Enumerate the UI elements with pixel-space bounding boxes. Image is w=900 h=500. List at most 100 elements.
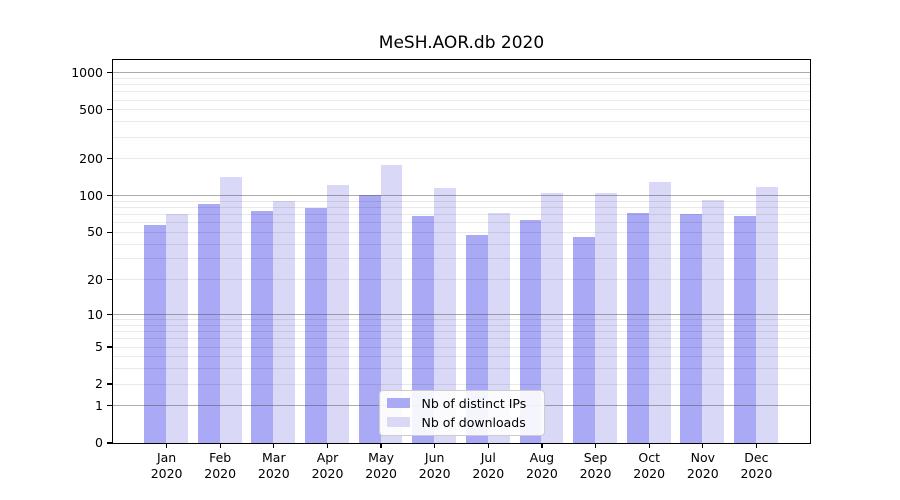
y-tick-mark-0 xyxy=(106,442,112,444)
gridline-minor-700 xyxy=(112,91,810,93)
legend-swatch-downloads xyxy=(386,416,410,428)
x-tick-month: May xyxy=(368,450,395,465)
bar-downloads-sep xyxy=(595,193,617,443)
x-tick-year: 2020 xyxy=(686,465,719,481)
gridline-minor-500 xyxy=(112,109,810,111)
gridline-minor-5 xyxy=(112,346,810,348)
y-tick-label-100: 100 xyxy=(79,187,103,203)
x-tick-year: 2020 xyxy=(365,465,397,481)
x-tick-month: Dec xyxy=(744,450,769,465)
y-tick-label-500: 500 xyxy=(79,101,103,117)
x-tick-label-jan: Jan 2020 xyxy=(135,450,199,481)
x-tick-year: 2020 xyxy=(579,465,612,481)
x-tick-label-nov: Nov 2020 xyxy=(671,450,735,481)
bar-distinct-ips-sep xyxy=(573,237,595,443)
x-tick-mark-aug xyxy=(541,443,543,448)
bar-downloads-jan xyxy=(166,214,188,443)
gridline-minor-60 xyxy=(112,222,810,224)
x-tick-month: Feb xyxy=(209,450,232,465)
gridline-minor-8 xyxy=(112,324,810,326)
x-tick-mark-jul xyxy=(487,443,489,448)
x-tick-label-jun: Jun 2020 xyxy=(403,450,467,481)
bar-distinct-ips-apr xyxy=(305,208,327,443)
bar-downloads-apr xyxy=(327,185,349,443)
gridline-minor-80 xyxy=(112,207,810,208)
x-tick-mark-oct xyxy=(648,443,650,448)
y-tick-mark-5 xyxy=(106,346,112,348)
gridline-minor-900 xyxy=(112,77,810,79)
gridline-minor-800 xyxy=(112,84,810,86)
bar-distinct-ips-jan xyxy=(144,224,167,443)
y-tick-mark-500 xyxy=(106,109,112,111)
x-tick-year: 2020 xyxy=(633,465,666,481)
bar-downloads-may xyxy=(380,164,403,443)
legend: Nb of distinct IPs Nb of downloads xyxy=(378,389,545,436)
x-tick-label-aug: Aug 2020 xyxy=(510,450,574,481)
bar-downloads-mar xyxy=(273,200,296,443)
y-tick-label-20: 20 xyxy=(87,271,103,287)
x-tick-month: Apr xyxy=(316,450,339,465)
y-tick-mark-1 xyxy=(106,405,112,407)
x-tick-year: 2020 xyxy=(525,465,558,481)
y-tick-label-10: 10 xyxy=(87,306,103,322)
y-tick-label-2: 2 xyxy=(95,376,103,392)
gridline-minor-30 xyxy=(112,258,810,260)
y-tick-mark-50 xyxy=(106,231,112,233)
bar-distinct-ips-aug xyxy=(519,219,542,443)
x-tick-label-may: May 2020 xyxy=(349,450,413,481)
gridline-major-100 xyxy=(112,195,810,197)
y-tick-mark-100 xyxy=(106,194,112,197)
x-tick-year: 2020 xyxy=(418,465,451,481)
x-tick-mark-feb xyxy=(219,443,221,448)
x-tick-mark-sep xyxy=(594,443,597,448)
chart-title: MeSH.AOR.db 2020 xyxy=(378,33,545,53)
gridline-major-1000 xyxy=(112,72,810,74)
y-tick-mark-2 xyxy=(106,383,112,385)
y-tick-mark-1000 xyxy=(106,72,112,74)
x-tick-month: Mar xyxy=(262,450,286,465)
x-tick-mark-nov xyxy=(702,443,704,448)
gridline-minor-4 xyxy=(112,356,810,358)
y-tick-mark-200 xyxy=(106,158,112,160)
x-tick-month: Sep xyxy=(583,450,608,465)
y-tick-label-1000: 1000 xyxy=(71,64,103,80)
x-tick-label-apr: Apr 2020 xyxy=(296,450,360,481)
legend-item-downloads: Nb of downloads xyxy=(386,414,536,430)
x-tick-year: 2020 xyxy=(472,465,505,481)
x-tick-label-jul: Jul 2020 xyxy=(456,450,520,481)
gridline-minor-600 xyxy=(112,99,810,101)
x-tick-label-dec: Dec 2020 xyxy=(724,450,788,481)
legend-item-distinct-ips: Nb of distinct IPs xyxy=(386,395,536,411)
x-tick-month: Jul xyxy=(480,450,496,465)
gridline-major-10 xyxy=(112,314,810,315)
gridline-minor-6 xyxy=(112,338,810,340)
bar-distinct-ips-nov xyxy=(680,214,703,443)
y-tick-label-50: 50 xyxy=(87,224,103,240)
y-tick-label-200: 200 xyxy=(79,150,103,166)
y-tick-label-1: 1 xyxy=(95,397,103,413)
bar-downloads-jul xyxy=(487,213,510,443)
x-tick-mark-apr xyxy=(326,443,329,448)
y-tick-label-0: 0 xyxy=(95,435,103,450)
x-tick-mark-jun xyxy=(434,443,436,448)
bar-downloads-jun xyxy=(434,187,457,443)
x-tick-label-mar: Mar 2020 xyxy=(242,450,306,481)
x-tick-month: Oct xyxy=(638,450,660,465)
x-tick-month: Jun xyxy=(424,450,445,465)
x-tick-mark-jan xyxy=(165,443,168,448)
bar-distinct-ips-oct xyxy=(626,213,649,443)
x-tick-month: Nov xyxy=(690,450,715,465)
bar-downloads-aug xyxy=(541,192,564,443)
x-tick-label-feb: Feb 2020 xyxy=(188,450,252,481)
y-tick-mark-10 xyxy=(106,313,112,316)
x-tick-month: Aug xyxy=(529,450,555,465)
x-tick-label-sep: Sep 2020 xyxy=(564,450,628,481)
legend-swatch-distinct-ips xyxy=(386,397,410,409)
gridline-minor-200 xyxy=(112,158,810,160)
legend-label-distinct-ips: Nb of distinct IPs xyxy=(421,395,527,411)
bar-distinct-ips-may xyxy=(358,195,381,443)
legend-label-downloads: Nb of downloads xyxy=(421,414,526,430)
x-tick-year: 2020 xyxy=(150,465,183,481)
x-tick-year: 2020 xyxy=(311,465,344,481)
